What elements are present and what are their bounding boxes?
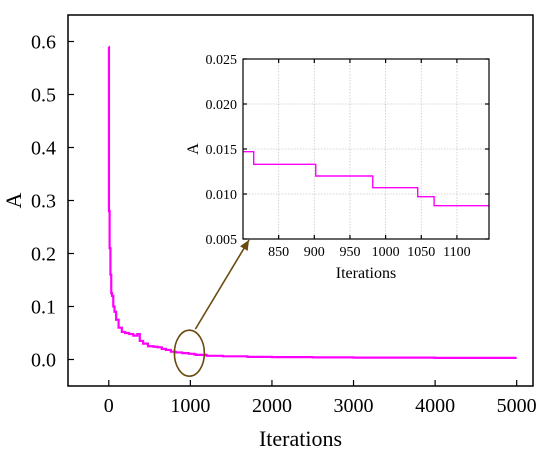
main-x-tick-label: 1000 (170, 395, 210, 417)
main-y-tick-label: 0.6 (31, 32, 56, 54)
main-y-axis-label: A (1, 192, 26, 208)
zoom-arrow-line (194, 239, 250, 330)
inset-x-tick-label: 900 (304, 245, 325, 260)
inset-y-tick-label: 0.010 (206, 188, 238, 203)
main-y-tick-label: 0.4 (31, 138, 56, 160)
inset-x-tick-label: 1050 (407, 245, 435, 260)
main-y-tick-label: 0.2 (31, 244, 56, 266)
inset-y-tick-label: 0.025 (206, 53, 238, 68)
zoom-ellipse (173, 329, 206, 377)
main-x-tick-label: 0 (104, 395, 114, 417)
inset-x-tick-label: 850 (268, 245, 289, 260)
main-x-tick-label: 5000 (497, 395, 537, 417)
main-y-tick-label: 0.0 (31, 350, 56, 372)
zoom-annotation (173, 239, 250, 377)
inset-y-tick-label: 0.005 (206, 233, 238, 248)
inset-x-tick-label: 1100 (443, 245, 470, 260)
inset-series-line (243, 150, 489, 207)
main-y-tick-label: 0.3 (31, 191, 56, 213)
main-x-tick-label: 2000 (252, 395, 292, 417)
inset-y-tick-label: 0.015 (206, 143, 238, 158)
main-x-tick-label: 4000 (415, 395, 455, 417)
zoom-arrowhead (239, 240, 249, 251)
inset-x-axis-label: Iterations (336, 265, 396, 282)
inset-x-tick-label: 1000 (372, 245, 400, 260)
inset-x-tick-label: 950 (339, 245, 360, 260)
main-x-tick-label: 3000 (334, 395, 374, 417)
main-y-tick-label: 0.1 (31, 297, 56, 319)
main-y-tick-label: 0.5 (31, 85, 56, 107)
inset-y-axis-label: A (185, 143, 202, 155)
main-series-line (107, 45, 517, 360)
inset-y-tick-label: 0.020 (206, 98, 238, 113)
main-chart: 0 1000 2000 3000 4000 5000 0.0 0.1 0.2 0.3 0.4 0.5 0… (1, 14, 537, 451)
inset-chart: 850 900 950 1000 1050 1100 0.005 0.010 0.015 0.02… (185, 53, 490, 282)
main-x-axis-label: Iterations (259, 426, 342, 451)
